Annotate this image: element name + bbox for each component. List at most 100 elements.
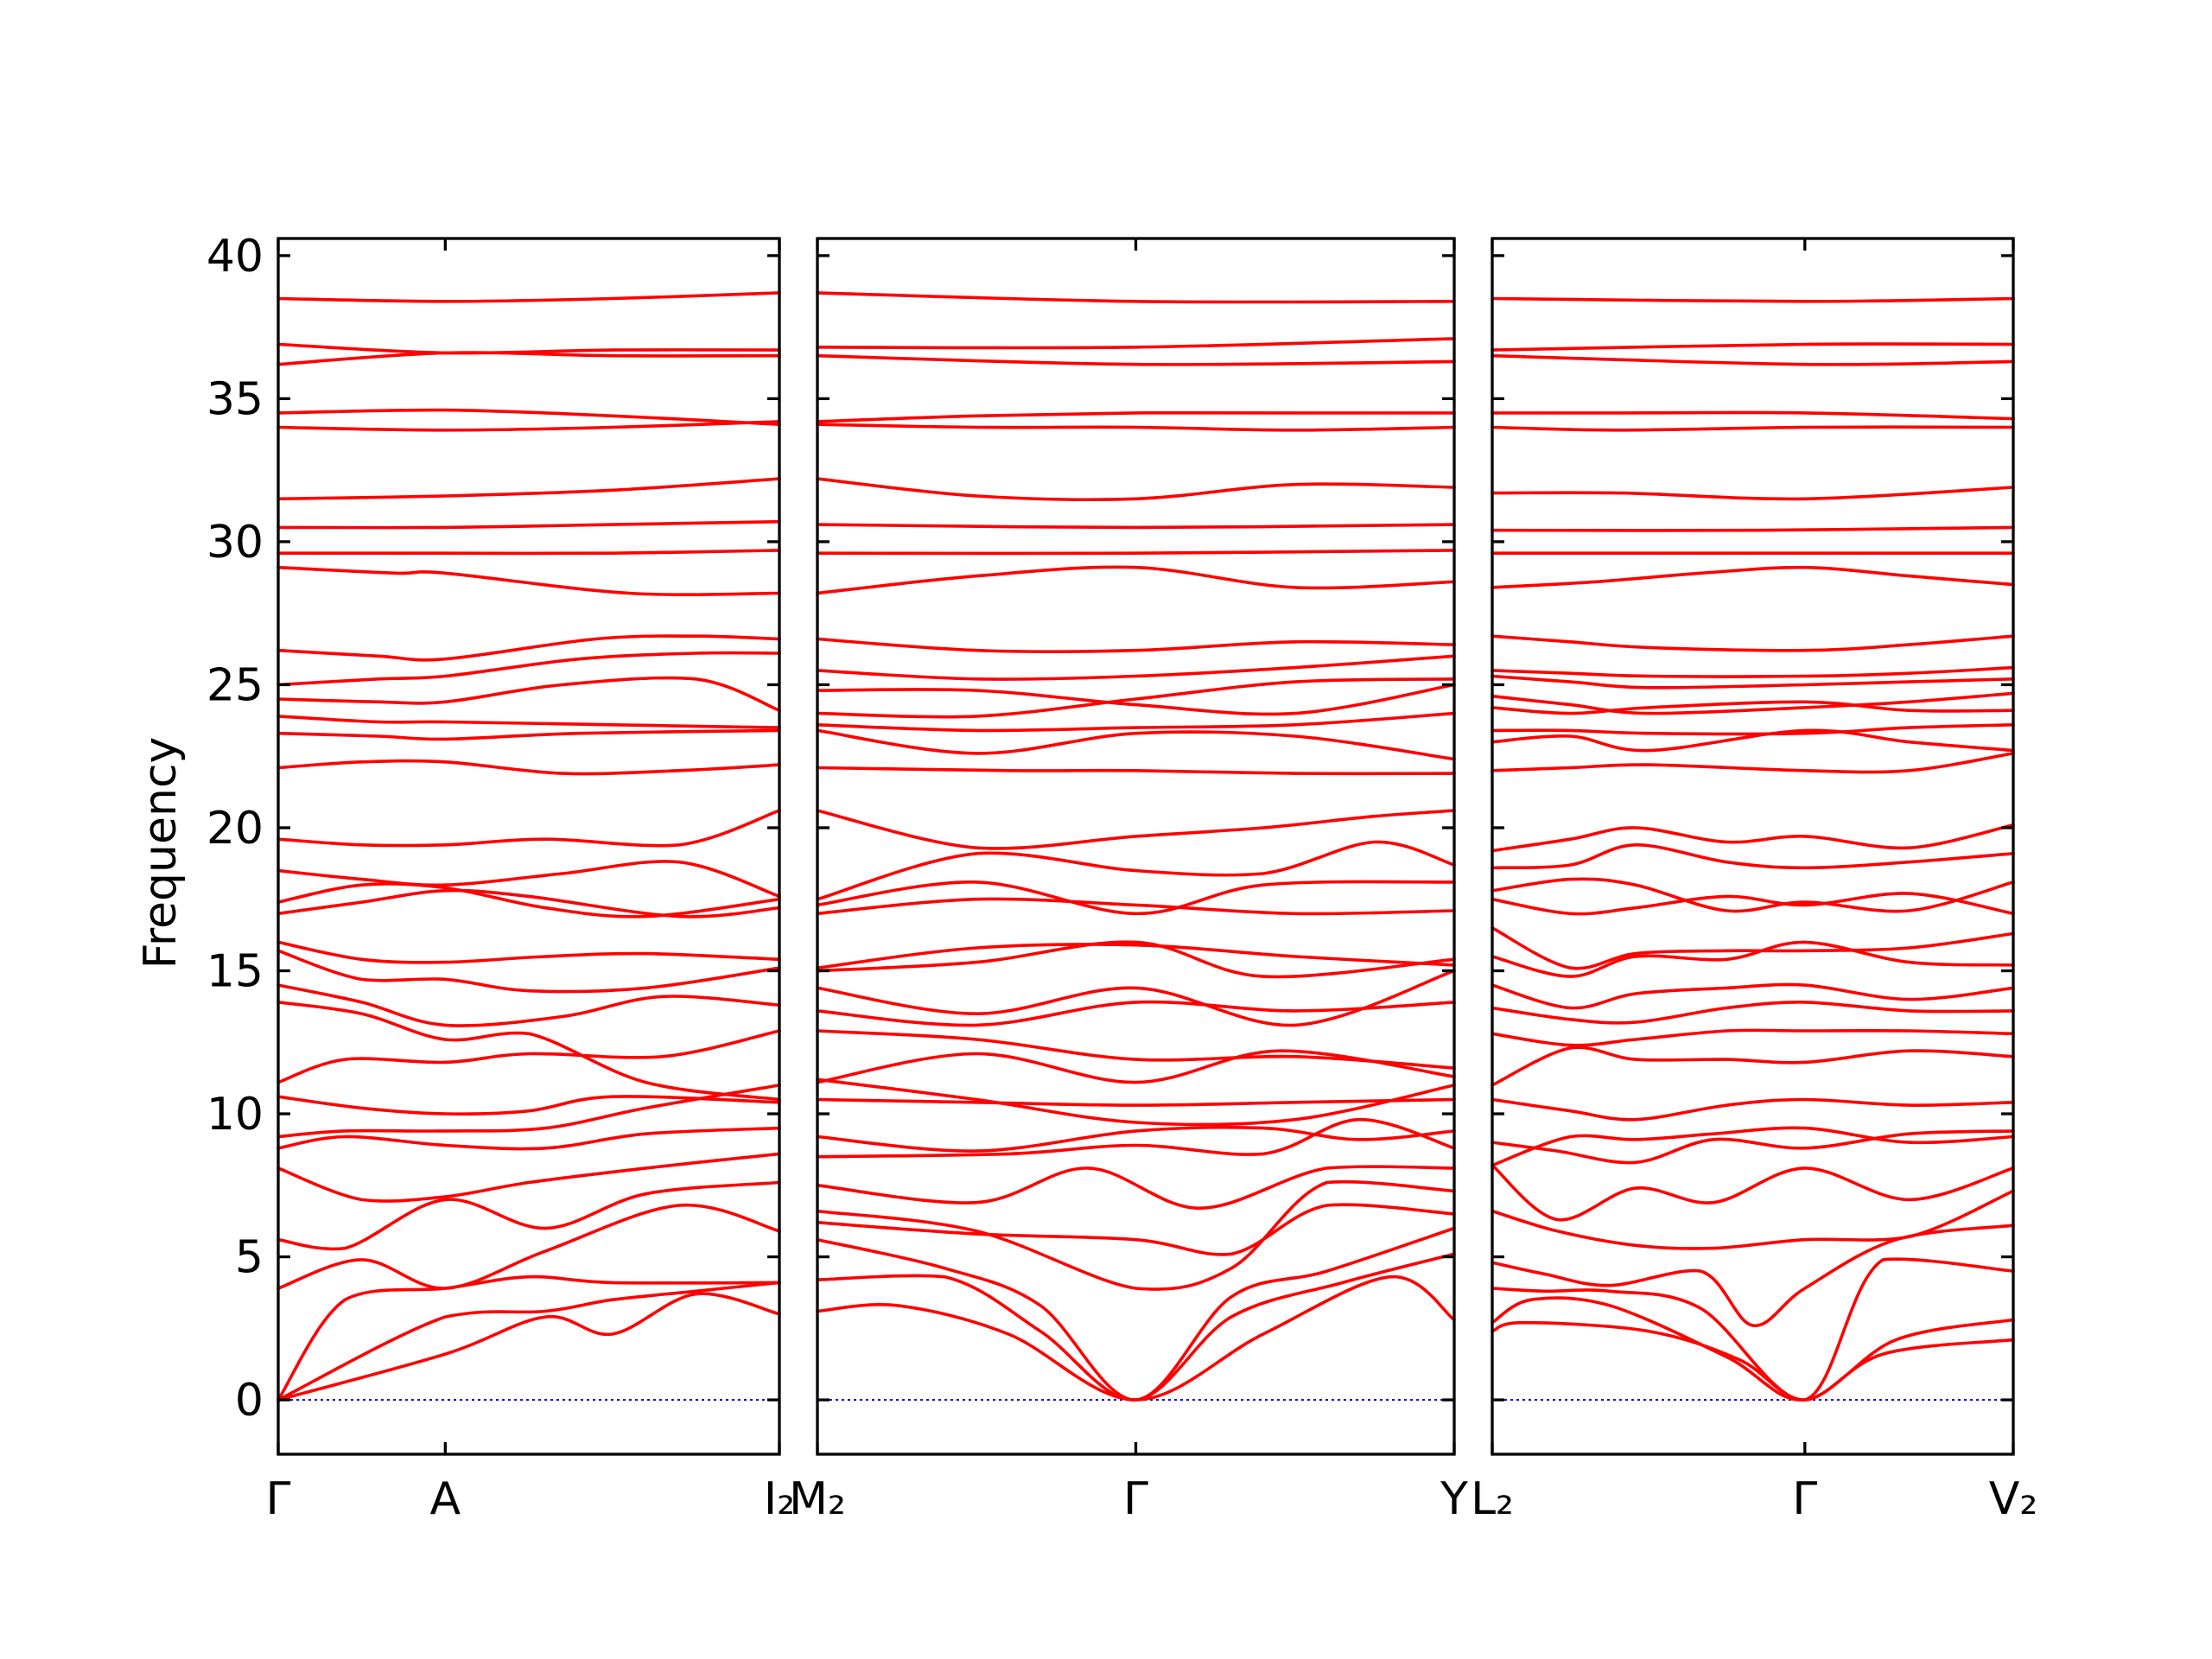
band-line-16 <box>816 943 1456 969</box>
band-line-21 <box>816 766 1456 776</box>
band-line-21 <box>1491 728 2015 753</box>
band-line-17 <box>816 897 1456 916</box>
band-line-35 <box>816 337 1456 350</box>
band-line-28 <box>276 477 781 501</box>
band-line-33 <box>276 291 781 303</box>
band-line-35 <box>1491 342 2015 352</box>
band-line-25 <box>276 565 781 597</box>
band-line-14 <box>276 940 781 964</box>
band-line-33 <box>1491 410 2015 421</box>
band-line-21 <box>276 715 781 729</box>
band-line-12 <box>276 983 781 1027</box>
band-line-10 <box>276 1029 781 1084</box>
band-line-14 <box>816 969 1456 1027</box>
band-line-13 <box>276 949 781 994</box>
band-line-36 <box>1491 296 2015 303</box>
band-line-20 <box>1491 752 2015 774</box>
band-line-14 <box>1491 940 2015 978</box>
band-line-9 <box>1491 1097 2015 1122</box>
band-line-1 <box>1491 1320 2015 1402</box>
band-line-24 <box>276 634 781 662</box>
x-tick-label: Y <box>1440 1473 1468 1525</box>
band-line-6 <box>1491 1163 2015 1222</box>
band-line-23 <box>816 711 1456 733</box>
band-line-19 <box>816 840 1456 901</box>
y-tick-label: 20 <box>207 803 264 855</box>
band-line-27 <box>276 519 781 530</box>
band-line-15 <box>276 888 781 918</box>
x-tick-label: M₂ <box>789 1473 846 1525</box>
band-line-34 <box>1491 353 2015 366</box>
band-line-8 <box>816 1125 1456 1153</box>
band-line-28 <box>816 565 1456 595</box>
band-line-25 <box>1491 674 2015 690</box>
panel-1: Γ A I₂ <box>266 237 795 1525</box>
band-line-18 <box>276 809 781 848</box>
y-axis-label: Frequency <box>135 737 187 969</box>
band-line-4 <box>816 1203 1456 1256</box>
band-line-5 <box>816 1179 1456 1291</box>
band-line-8 <box>276 1084 781 1139</box>
band-line-11 <box>816 1049 1456 1084</box>
band-line-11 <box>1491 1028 2015 1047</box>
y-tick-label: 5 <box>235 1232 264 1284</box>
band-line-18 <box>1491 842 2015 870</box>
band-line-19 <box>1491 823 2015 853</box>
band-line-7 <box>276 1126 781 1151</box>
y-tick-label: 40 <box>207 231 264 283</box>
band-line-3 <box>816 1226 1456 1402</box>
band-line-20 <box>276 728 781 741</box>
band-line-23 <box>276 651 781 687</box>
band-line-36 <box>816 291 1456 304</box>
y-tick-label: 0 <box>235 1375 264 1427</box>
band-line-30 <box>1491 525 2015 532</box>
band-line-26 <box>1491 665 2015 678</box>
band-line-23 <box>1491 700 2015 715</box>
band-line-17 <box>276 860 781 899</box>
band-line-33 <box>816 423 1456 432</box>
band-line-6 <box>276 1152 781 1203</box>
band-line-16 <box>276 882 781 918</box>
band-line-3 <box>1491 1257 2015 1402</box>
band-line-10 <box>1491 1046 2015 1087</box>
x-tick-label: Γ <box>1792 1473 1817 1525</box>
band-line-26 <box>276 549 781 556</box>
band-line-9 <box>276 1095 781 1116</box>
band-line-27 <box>1491 634 2015 652</box>
band-line-30 <box>276 408 781 426</box>
band-line-20 <box>816 809 1456 850</box>
band-line-5 <box>1491 1189 2015 1250</box>
panel-2: M₂ Γ Y <box>789 237 1468 1525</box>
x-tick-label: A <box>430 1473 461 1525</box>
y-tick-label: 30 <box>207 517 264 569</box>
band-line-32 <box>276 342 781 355</box>
band-line-16 <box>1491 892 2015 916</box>
band-line-27 <box>816 637 1456 653</box>
y-tick-label: 25 <box>207 659 264 711</box>
x-tick-label: Γ <box>266 1473 291 1525</box>
band-line-15 <box>816 940 1456 979</box>
band-line-2 <box>1491 1296 2015 1402</box>
band-line-28 <box>1491 565 2015 589</box>
band-line-31 <box>1491 486 2015 501</box>
band-line-17 <box>1491 877 2015 913</box>
band-line-15 <box>1491 926 2015 970</box>
panel-frame <box>816 237 1456 1456</box>
band-line-26 <box>816 654 1456 681</box>
band-line-13 <box>1491 982 2015 1010</box>
y-tick-label: 15 <box>207 946 264 998</box>
band-line-12 <box>816 1029 1456 1070</box>
band-line-32 <box>1491 425 2015 432</box>
band-line-31 <box>276 351 781 366</box>
panel-frame <box>276 237 781 1456</box>
band-line-22 <box>1491 723 2015 736</box>
band-line-4 <box>276 1203 781 1290</box>
x-tick-label: V₂ <box>1989 1473 2037 1525</box>
band-line-32 <box>816 410 1456 423</box>
band-line-7 <box>816 1117 1456 1159</box>
band-line-10 <box>816 1077 1456 1127</box>
band-line-29 <box>276 420 781 432</box>
band-line-2 <box>276 1281 781 1402</box>
